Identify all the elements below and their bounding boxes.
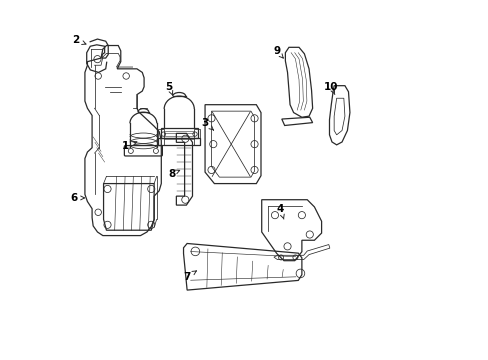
Text: 8: 8 bbox=[168, 168, 179, 179]
Text: 6: 6 bbox=[70, 193, 84, 203]
Text: 3: 3 bbox=[201, 118, 213, 130]
Bar bbox=[158, 129, 164, 145]
Text: 10: 10 bbox=[324, 82, 338, 95]
Text: 4: 4 bbox=[276, 204, 284, 219]
Bar bbox=[158, 138, 200, 145]
Text: 5: 5 bbox=[165, 82, 172, 95]
Bar bbox=[194, 129, 200, 145]
Text: 1: 1 bbox=[122, 141, 137, 151]
Text: 9: 9 bbox=[273, 46, 283, 58]
Bar bbox=[160, 129, 198, 138]
Text: 2: 2 bbox=[72, 35, 86, 45]
Text: 7: 7 bbox=[183, 271, 196, 282]
